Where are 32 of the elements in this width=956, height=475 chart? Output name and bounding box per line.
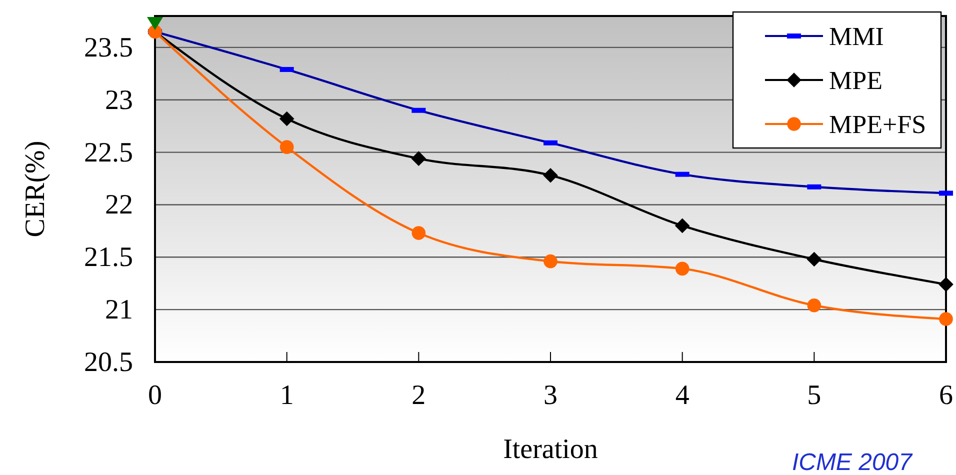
legend-label: MPE+FS xyxy=(829,110,926,139)
x-tick-label: 1 xyxy=(280,380,294,411)
y-tick-label: 23 xyxy=(105,84,133,116)
x-tick-label: 4 xyxy=(675,380,690,411)
point xyxy=(412,226,426,240)
x-axis-title: Iteration xyxy=(503,434,598,465)
point xyxy=(674,218,690,234)
y-tick-label: 22.5 xyxy=(84,137,133,168)
point xyxy=(807,298,822,312)
point xyxy=(938,277,954,292)
point xyxy=(279,111,294,126)
x-tick-label: 6 xyxy=(939,380,953,411)
y-tick-label: 21 xyxy=(105,294,133,326)
x-tick-label: 3 xyxy=(544,380,558,411)
legend-label: MMI xyxy=(829,22,884,51)
point xyxy=(543,168,558,183)
point xyxy=(675,262,690,276)
point xyxy=(939,312,953,326)
y-tick-label: 21.5 xyxy=(84,242,133,274)
point xyxy=(280,140,294,154)
x-tick-label: 2 xyxy=(412,380,426,411)
point xyxy=(411,151,426,166)
text: ICME 2007 xyxy=(792,449,914,475)
point xyxy=(544,254,558,268)
y-tick-label: 22 xyxy=(105,190,133,221)
y-axis-title: CER(%) xyxy=(20,140,51,238)
legend-label: MPE xyxy=(829,66,882,95)
point xyxy=(806,252,822,267)
y-tick-label: 23.5 xyxy=(84,32,133,64)
x-tick-label: 5 xyxy=(807,380,822,411)
x-tick-label: 0 xyxy=(148,380,162,411)
y-tick-label: 20.5 xyxy=(84,346,133,378)
